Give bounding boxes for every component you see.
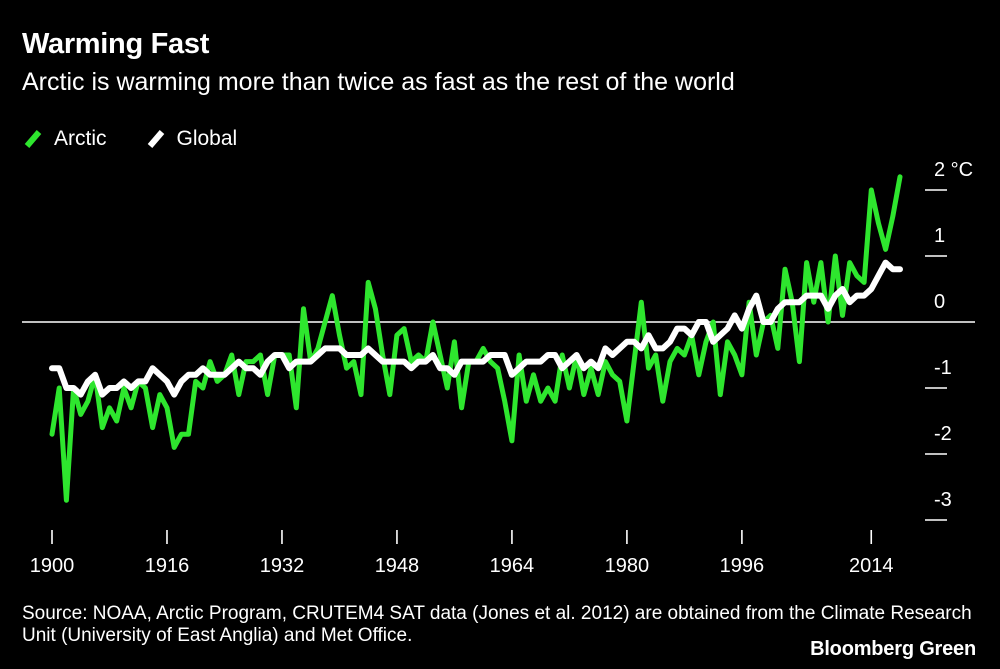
x-tick-label-7: 2014 (849, 555, 894, 577)
x-tick-label-5: 1980 (605, 555, 650, 577)
legend-label-global: Global (176, 127, 238, 150)
global-swatch-icon (147, 130, 164, 148)
y-tick-label-0: 2 °C (934, 159, 973, 181)
source-note: Source: NOAA, Arctic Program, CRUTEM4 SA… (22, 603, 972, 646)
x-tick-label-0: 1900 (30, 555, 75, 577)
arctic-swatch-icon (24, 130, 42, 148)
x-tick-label-2: 1932 (260, 555, 305, 577)
y-tick-label-3: -1 (934, 357, 952, 379)
x-tick-label-4: 1964 (490, 555, 535, 577)
x-tick-label-1: 1916 (145, 555, 190, 577)
brand-logo: Bloomberg Green (810, 638, 976, 660)
y-tick-label-2: 0 (934, 291, 945, 313)
legend-item-global: Global (145, 127, 238, 151)
y-tick-label-4: -2 (934, 423, 952, 445)
chart-title: Warming Fast (22, 28, 210, 60)
x-tick-label-3: 1948 (375, 555, 420, 577)
series-line-arctic (49, 174, 903, 503)
chart-subtitle: Arctic is warming more than twice as fas… (22, 68, 735, 96)
y-tick-label-5: -3 (934, 489, 952, 511)
legend: Arctic Global (22, 127, 275, 151)
legend-item-arctic: Arctic (22, 127, 107, 151)
series-line-global (49, 259, 903, 398)
y-tick-label-1: 1 (934, 225, 945, 247)
legend-label-arctic: Arctic (54, 127, 107, 150)
line-chart: 2 °C 1 0 -1 -2 -3 1900 1916 1932 1948 1964 1980 1996… (22, 159, 975, 577)
x-tick-label-6: 1996 (720, 555, 765, 577)
